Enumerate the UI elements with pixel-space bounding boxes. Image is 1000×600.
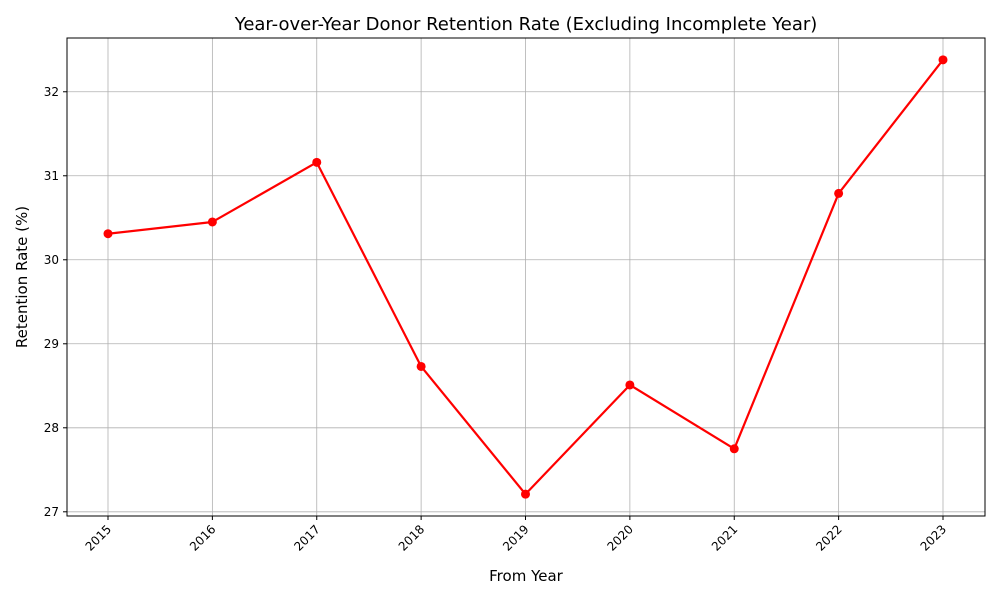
- y-tick-label: 32: [44, 85, 59, 99]
- data-point-marker: [729, 444, 739, 454]
- y-tick-label: 29: [44, 337, 59, 351]
- data-point-marker: [938, 55, 948, 65]
- y-tick-label: 31: [44, 169, 59, 183]
- data-point-marker: [834, 188, 844, 198]
- chart-title: Year-over-Year Donor Retention Rate (Exc…: [234, 14, 818, 35]
- y-axis-label: Retention Rate (%): [13, 206, 31, 348]
- y-tick-label: 28: [44, 421, 59, 435]
- x-tick-label: 2020: [604, 522, 635, 553]
- series-layer: [103, 55, 948, 499]
- x-tick-label: 2015: [83, 522, 114, 553]
- grid: [67, 38, 985, 516]
- data-point-marker: [521, 489, 530, 499]
- y-axis-ticks: 27 28 29 30 31 32: [44, 85, 67, 519]
- x-axis-label: From Year: [489, 567, 564, 585]
- y-tick-label: 30: [44, 253, 59, 267]
- x-tick-label: 2023: [918, 522, 949, 553]
- y-tick-label: 27: [44, 505, 59, 519]
- data-point-marker: [625, 380, 635, 390]
- x-tick-label: 2017: [291, 522, 322, 553]
- data-point-marker: [103, 229, 113, 239]
- x-tick-label: 2019: [500, 522, 531, 553]
- x-axis-ticks: 2015 2016 2017 2018 2019 2020 2021 2022 2023: [83, 516, 949, 554]
- data-point-marker: [416, 361, 426, 371]
- plot-area-frame: [66, 37, 986, 517]
- x-tick-label: 2022: [813, 522, 844, 553]
- x-tick-label: 2016: [187, 522, 218, 553]
- x-tick-label: 2018: [396, 522, 427, 553]
- x-tick-label: 2021: [709, 522, 740, 553]
- data-point-marker: [207, 217, 217, 227]
- data-point-marker: [312, 157, 322, 167]
